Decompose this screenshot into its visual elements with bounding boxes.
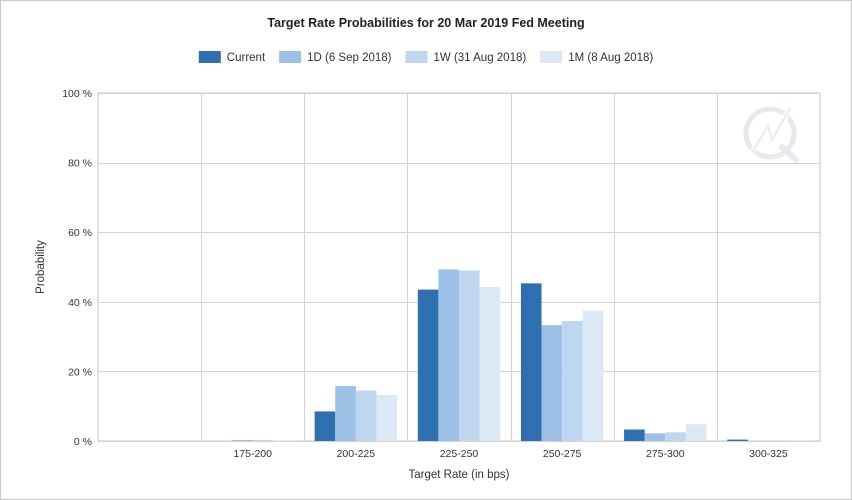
bar-275-300-series-3 xyxy=(685,424,707,441)
legend-item-0[interactable]: Current xyxy=(198,51,266,64)
bar-250-275-series-1 xyxy=(541,325,563,441)
bar-225-250-series-2 xyxy=(459,270,480,441)
bar-275-300-series-2 xyxy=(665,432,686,441)
legend-item-3[interactable]: 1M (8 Aug 2018) xyxy=(540,51,653,64)
x-axis-label: Target Rate (in bps) xyxy=(409,469,510,481)
y-axis-label: Probability xyxy=(35,240,47,294)
bar-250-275-series-3 xyxy=(582,310,604,441)
bar-225-250-series-3 xyxy=(479,286,501,441)
chart-title: Target Rate Probabilities for 20 Mar 201… xyxy=(267,16,584,30)
bars xyxy=(232,269,810,441)
legend-swatch xyxy=(540,51,563,63)
bar-225-250-series-0 xyxy=(417,289,439,441)
x-tick-label: 200-225 xyxy=(337,448,376,460)
y-tick-label: 100 % xyxy=(62,88,92,100)
legend-swatch xyxy=(198,51,221,63)
y-tick-label: 60 % xyxy=(68,227,92,239)
legend-swatch xyxy=(279,51,302,63)
bar-200-225-series-3 xyxy=(376,395,398,441)
legend-item-2[interactable]: 1W (31 Aug 2018) xyxy=(405,51,527,64)
bar-175-200-series-2 xyxy=(252,439,274,441)
bar-200-225-series-1 xyxy=(335,386,356,441)
y-tick-label: 0 % xyxy=(74,436,92,448)
legend-item-1[interactable]: 1D (6 Sep 2018) xyxy=(279,51,392,64)
bar-250-275-series-0 xyxy=(520,283,542,441)
x-tick-label: 175-200 xyxy=(233,448,272,460)
legend-swatch xyxy=(405,51,428,63)
bar-275-300-series-0 xyxy=(624,429,645,441)
bar-175-200-series-1 xyxy=(232,439,253,441)
bar-300-325-series-0 xyxy=(727,439,748,441)
bar-175-200-series-3 xyxy=(273,440,294,441)
bar-275-300-series-1 xyxy=(644,433,666,441)
bar-200-225-series-0 xyxy=(314,411,336,441)
x-tick-label: 225-250 xyxy=(440,448,479,460)
x-axis-ticks: 175-200 200-225 225-250 250-275 275-300 300-3… xyxy=(233,448,787,460)
legend-label: 1M (8 Aug 2018) xyxy=(568,52,653,64)
legend-label: 1D (6 Sep 2018) xyxy=(307,52,392,64)
legend-label: Current xyxy=(227,52,266,64)
x-tick-label: 250-275 xyxy=(543,448,582,460)
x-tick-label: 300-325 xyxy=(749,448,788,460)
bar-300-325-series-3 xyxy=(789,440,810,441)
y-tick-label: 20 % xyxy=(68,366,92,378)
watermark-logo-icon xyxy=(743,106,799,163)
y-axis-ticks: 0 % 20 % 40 % 60 % 80 % 100 % xyxy=(62,88,92,448)
legend: Current 1D (6 Sep 2018) 1W (31 Aug 2018) 1M… xyxy=(198,51,653,64)
legend-label: 1W (31 Aug 2018) xyxy=(434,52,527,64)
bar-250-275-series-2 xyxy=(562,320,583,441)
bar-200-225-series-2 xyxy=(355,390,377,441)
bar-225-250-series-1 xyxy=(438,269,459,441)
y-tick-label: 40 % xyxy=(68,297,92,309)
y-tick-label: 80 % xyxy=(68,158,92,170)
x-tick-label: 275-300 xyxy=(646,448,685,460)
